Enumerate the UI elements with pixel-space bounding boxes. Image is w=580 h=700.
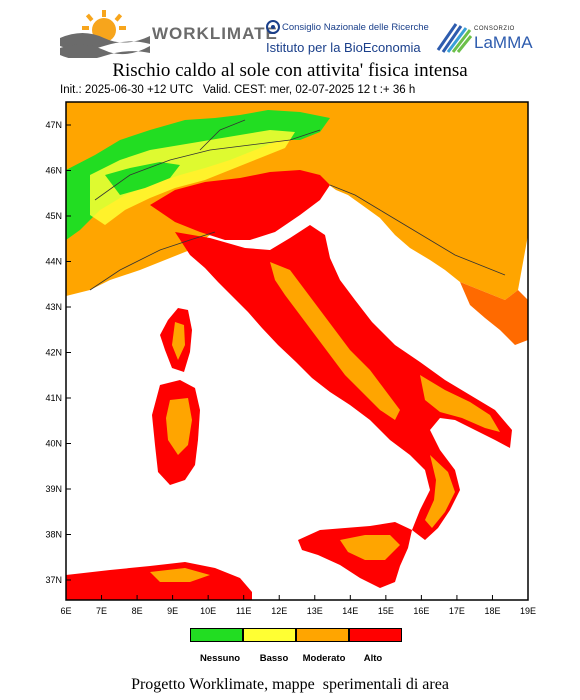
logo-bar: WORKLIMATE Consiglio Nazionale delle Ric… — [0, 0, 580, 60]
legend-label-basso: Basso — [259, 653, 289, 664]
map-subtitle: Init.: 2025-06-30 +12 UTC Valid. CEST: m… — [60, 84, 416, 96]
lon-axis: 6E 7E 8E 9E 10E 11E 12E 13E 14E 15E 16E 17E 18E 19E — [60, 595, 536, 616]
lon-tick-label: 10E — [200, 606, 216, 616]
lat-tick-label: 43N — [45, 302, 62, 312]
lon-tick-label: 19E — [520, 606, 536, 616]
footer-caption: Progetto Worklimate, mappe sperimentali … — [131, 676, 449, 693]
legend-swatch-alto — [349, 628, 402, 642]
lat-axis: 47N 46N 45N 44N 43N 42N 41N 40N 39N 38N 37N — [45, 120, 71, 585]
lat-tick-label: 41N — [45, 393, 62, 403]
lon-tick-label: 13E — [307, 606, 323, 616]
apulia-orange — [420, 375, 500, 432]
legend-label-moderato: Moderato — [302, 653, 346, 664]
lon-tick-label: 7E — [96, 606, 107, 616]
africa-orange — [150, 568, 210, 582]
lat-tick-label: 47N — [45, 120, 62, 130]
lon-tick-label: 9E — [167, 606, 178, 616]
lamma-logo: CONSORZIO LaMMA — [436, 20, 536, 56]
worklimate-logo — [58, 8, 258, 60]
alps-green-inner — [105, 162, 180, 195]
lamma-stripes-icon — [436, 23, 473, 53]
lat-tick-label: 39N — [45, 484, 62, 494]
lon-tick-label: 15E — [378, 606, 394, 616]
lon-tick-label: 17E — [449, 606, 465, 616]
land-balkans — [460, 282, 528, 345]
lon-tick-label: 16E — [413, 606, 429, 616]
lon-tick-label: 14E — [342, 606, 358, 616]
lon-tick-label: 18E — [484, 606, 500, 616]
lamma-name: LaMMA — [474, 33, 533, 52]
lat-tick-label: 42N — [45, 348, 62, 358]
legend-label-nessuno: Nessuno — [199, 653, 241, 664]
lat-tick-label: 38N — [45, 530, 62, 540]
borders — [89, 119, 506, 291]
lon-tick-label: 6E — [60, 606, 71, 616]
legend-swatch-moderato — [296, 628, 349, 642]
cnr-logo: Consiglio Nazionale delle Ricerche Istit… — [266, 18, 429, 58]
lat-tick-label: 46N — [45, 166, 62, 176]
lat-tick-label: 37N — [45, 575, 62, 585]
legend-swatch-nessuno — [190, 628, 243, 642]
sardinia-orange — [166, 398, 192, 455]
map-title: Rischio caldo al sole con attivita' fisi… — [112, 60, 468, 81]
lat-tick-label: 44N — [45, 257, 62, 267]
legend-swatch-basso — [243, 628, 296, 642]
calabria-orange — [425, 455, 455, 528]
lon-tick-label: 11E — [236, 606, 251, 616]
apennines-orange — [270, 262, 400, 420]
italian-peninsula — [175, 225, 512, 540]
po-valley — [150, 170, 330, 240]
lon-tick-label: 12E — [271, 606, 287, 616]
corsica-orange — [172, 322, 185, 360]
worklimate-sun-icon — [60, 10, 150, 60]
lat-tick-label: 40N — [45, 439, 62, 449]
cnr-emblem-icon — [266, 20, 280, 34]
lon-tick-label: 8E — [132, 606, 143, 616]
sicily-orange — [340, 535, 400, 560]
lamma-consorzio: CONSORZIO — [474, 26, 515, 32]
alps-yellow — [90, 130, 295, 225]
lat-tick-label: 45N — [45, 211, 62, 221]
cnr-name: Consiglio Nazionale delle Ricerche — [282, 22, 429, 33]
legend-label-alto: Alto — [363, 653, 383, 664]
map-frame — [65, 101, 529, 601]
worklimate-wordmark: WORKLIMATE — [152, 24, 278, 43]
cnr-institute: Istituto per la BioEconomia — [266, 40, 421, 55]
